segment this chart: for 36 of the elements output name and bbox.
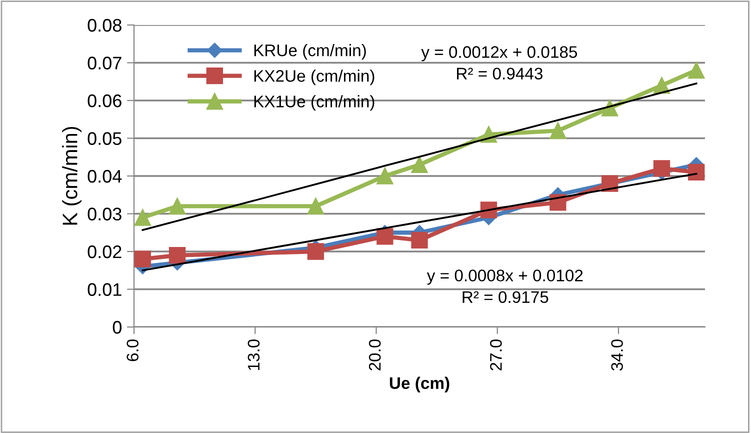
y-tick-label: 0.05: [88, 132, 122, 145]
y-tick-label: 0.08: [88, 18, 122, 32]
point: [168, 198, 186, 215]
legend-label: KRUe (cm/min): [254, 44, 366, 60]
point: [307, 198, 324, 215]
point: [307, 243, 324, 260]
point: [376, 168, 394, 184]
point: [653, 160, 670, 177]
y-tick-label: 0.07: [88, 56, 122, 70]
y-tick-label: 0.04: [88, 170, 122, 183]
y-tick-label: 0: [112, 320, 122, 334]
annotation: y = 0.0012x + 0.0185 R² = 0.9443: [421, 46, 578, 80]
point: [688, 62, 705, 79]
x-axis-title: Ue (cm): [390, 376, 450, 392]
x-tick-label: 34.0: [611, 339, 623, 371]
x-tick-label: 27.0: [490, 339, 502, 370]
y-axis-title: K (cm/min): [62, 126, 82, 225]
point: [411, 156, 428, 174]
annotation: y = 0.0008x + 0.0102 R² = 0.9175: [426, 270, 583, 303]
x-tick-label: 6.0: [126, 339, 138, 362]
y-tick-label: 0.06: [88, 94, 122, 108]
x-tick-label: 13.0: [248, 339, 260, 370]
point: [168, 246, 186, 264]
point: [688, 164, 705, 181]
point: [376, 228, 394, 245]
y-tick-label: 0.03: [88, 208, 122, 220]
point: [411, 232, 428, 249]
point: [602, 100, 618, 116]
x-tick-label: 20.0: [368, 339, 381, 370]
legend-label: KX1Ue (cm/min): [254, 95, 374, 111]
point: [134, 209, 151, 226]
y-tick-label: 0.01: [88, 283, 122, 296]
point: [134, 250, 151, 268]
y-tick-label: 0.02: [88, 245, 122, 258]
legend-label: KX2Ue (cm/min): [254, 70, 374, 86]
point: [550, 122, 566, 140]
